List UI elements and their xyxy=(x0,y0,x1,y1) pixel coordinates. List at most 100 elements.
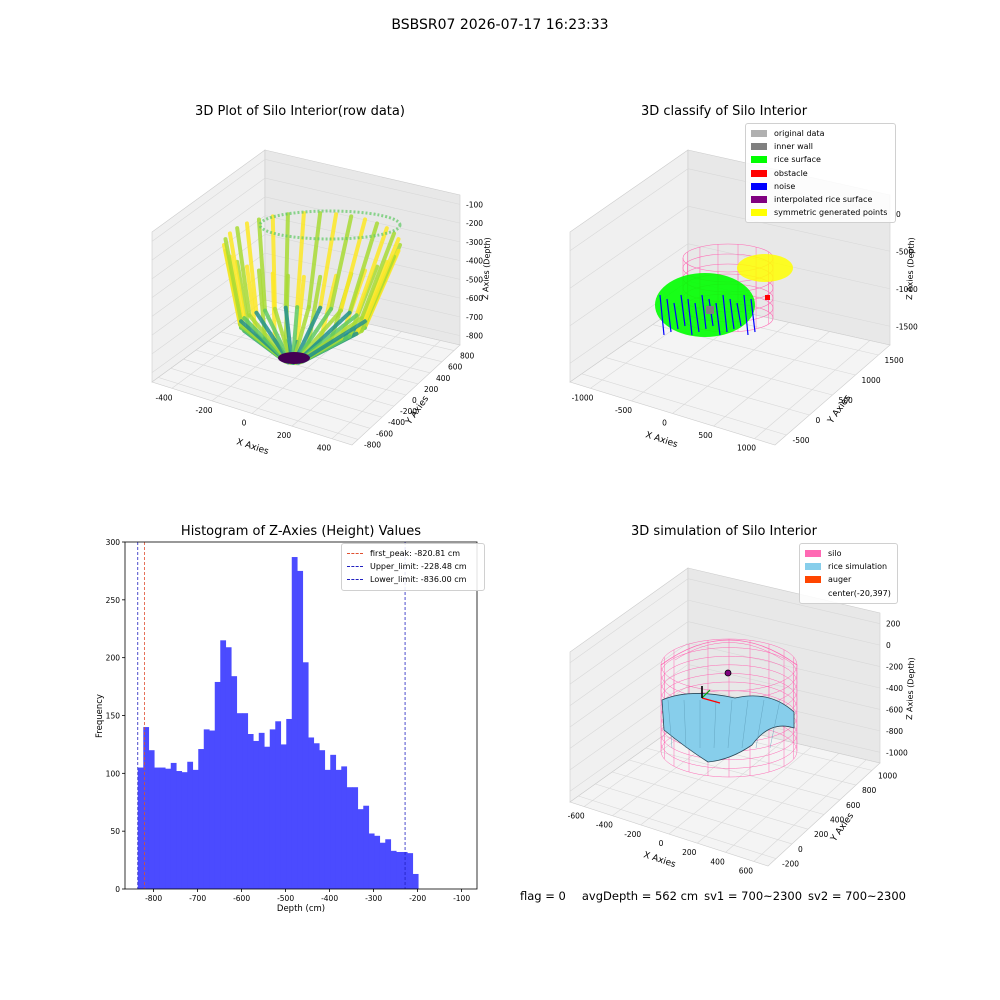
histogram-bar xyxy=(148,750,155,889)
histogram-bar xyxy=(143,727,150,889)
legend-swatch xyxy=(751,156,767,164)
p1-xtick: -400 xyxy=(155,393,172,402)
hist-xtick-label: -600 xyxy=(233,894,250,903)
p1-surface-streak xyxy=(295,274,306,344)
p1-surface-streak xyxy=(291,305,300,360)
histogram-legend-item: Upper_limit: -228.48 cm xyxy=(347,560,479,573)
hist-ylabel: Frequency xyxy=(95,694,105,738)
histogram-bar xyxy=(137,767,144,889)
p1-xtick: 0 xyxy=(242,419,247,428)
p1-xtick: 200 xyxy=(277,431,292,440)
histogram-bar xyxy=(357,809,364,889)
p2-xtick: 0 xyxy=(662,419,667,428)
p1-zlabel: Z Axies (Depth) xyxy=(481,237,492,300)
histogram-bar xyxy=(269,729,276,889)
p2-rice-surface xyxy=(655,273,755,337)
hist-xlabel: Depth (cm) xyxy=(277,904,325,914)
p2-xtick: 1000 xyxy=(737,444,756,453)
histogram-bar xyxy=(390,850,397,889)
histogram-bar xyxy=(187,761,194,889)
histogram-bar xyxy=(165,768,172,889)
histogram-bar xyxy=(341,766,348,889)
p2-ztick: -1500 xyxy=(896,322,918,331)
p2-ytick: 1500 xyxy=(885,356,904,365)
p2-obstacle xyxy=(765,295,770,300)
hist-xtick-label: -100 xyxy=(453,894,470,903)
hist-ytick-label: 250 xyxy=(106,596,121,605)
p2-zgrid xyxy=(569,243,891,326)
histogram-bar xyxy=(280,744,287,889)
p2-noise xyxy=(750,298,756,333)
panel4-3d-plot: -600-400-2000200400600-20002004006008001… xyxy=(568,567,916,875)
p4-rice-mesh xyxy=(683,699,687,749)
histogram-bar xyxy=(159,767,166,889)
p1-zgrid xyxy=(151,177,461,261)
p2-xtick: -1000 xyxy=(572,393,594,402)
p2-xtick: 500 xyxy=(698,431,713,440)
legend-label: rice simulation xyxy=(828,562,888,572)
footer-sv1: sv1 = 700~2300 xyxy=(704,889,803,903)
legend-label: original data xyxy=(774,129,825,139)
legend-label: obstacle xyxy=(774,168,808,178)
p2-zgrid xyxy=(569,205,891,289)
p1-ztick: -300 xyxy=(466,238,483,247)
histogram-bar xyxy=(247,734,254,889)
p4-ztick: -800 xyxy=(886,727,903,736)
p2-noise xyxy=(680,294,686,327)
p2-ytick: 0 xyxy=(816,416,821,425)
p1-ztick: -600 xyxy=(466,294,483,303)
histogram-bar xyxy=(198,749,205,889)
p4-triad-x xyxy=(701,697,721,704)
histogram-bar xyxy=(264,746,271,889)
p4-xtick: -400 xyxy=(596,821,613,830)
legend-label: inner wall xyxy=(774,142,814,152)
histogram-bar xyxy=(313,743,320,889)
histogram-bar xyxy=(385,839,392,889)
histogram-bar xyxy=(346,787,353,889)
p4-xtick: 400 xyxy=(710,857,725,866)
p2-ztick: -500 xyxy=(896,247,913,256)
footer-avg-depth: avgDepth = 562 cm xyxy=(581,889,699,903)
p1-surface-streak xyxy=(270,214,277,311)
p4-zgrid xyxy=(569,578,881,663)
p4-zgrid xyxy=(569,642,881,728)
p1-xlabel: X Axies xyxy=(235,437,270,457)
p2-ytick: -500 xyxy=(793,436,810,445)
p4-ygrid xyxy=(645,747,841,801)
p1-ytick: -400 xyxy=(388,418,405,427)
p1-floor-pane xyxy=(151,299,461,446)
legend-label: first_peak: -820.81 cm xyxy=(370,549,461,559)
p1-surface-streak xyxy=(247,313,288,361)
p4-ztick: -200 xyxy=(886,663,903,672)
p2-noise xyxy=(722,294,728,333)
histogram-bar xyxy=(209,730,216,889)
p1-surface-streak xyxy=(318,212,339,310)
p4-zgrid xyxy=(569,599,881,685)
panel2-title: 3D classify of Silo Interior xyxy=(640,104,808,119)
legend-label: Upper_limit: -228.48 cm xyxy=(370,562,467,572)
hist-ytick-label: 0 xyxy=(115,885,120,894)
p4-rice-mesh xyxy=(755,699,765,749)
p4-xlabel: X Axies xyxy=(642,850,677,870)
p1-ygrid xyxy=(183,358,383,418)
p2-ygrid xyxy=(581,373,787,436)
legend-swatch xyxy=(751,182,767,190)
panel2-legend: original data inner wall rice surface obsta… xyxy=(745,123,896,224)
histogram-bar xyxy=(253,740,260,889)
p1-surface-streak xyxy=(294,305,323,360)
legend-swatch xyxy=(751,196,767,204)
p1-ytick: 0 xyxy=(412,396,417,405)
p4-xtick: 0 xyxy=(659,839,664,848)
p1-ytick: 400 xyxy=(436,374,451,383)
legend-label: center(-20,397) xyxy=(828,588,891,598)
p1-surface-streak xyxy=(296,306,334,360)
legend-label: Lower_limit: -836.00 cm xyxy=(370,575,467,585)
footer-flag: flag = 0 xyxy=(520,889,566,903)
p1-surface-streak xyxy=(223,237,244,324)
histogram-bar xyxy=(412,873,419,889)
p1-ztick: -200 xyxy=(466,219,483,228)
p1-surface-streak xyxy=(292,305,311,360)
p4-ytick: 1000 xyxy=(878,771,897,780)
hist-ytick-label: 100 xyxy=(106,769,121,778)
histogram-bar xyxy=(154,767,161,889)
